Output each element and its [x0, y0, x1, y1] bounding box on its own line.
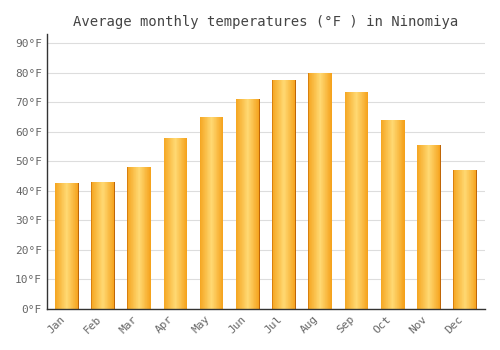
Title: Average monthly temperatures (°F ) in Ninomiya: Average monthly temperatures (°F ) in Ni… [74, 15, 458, 29]
